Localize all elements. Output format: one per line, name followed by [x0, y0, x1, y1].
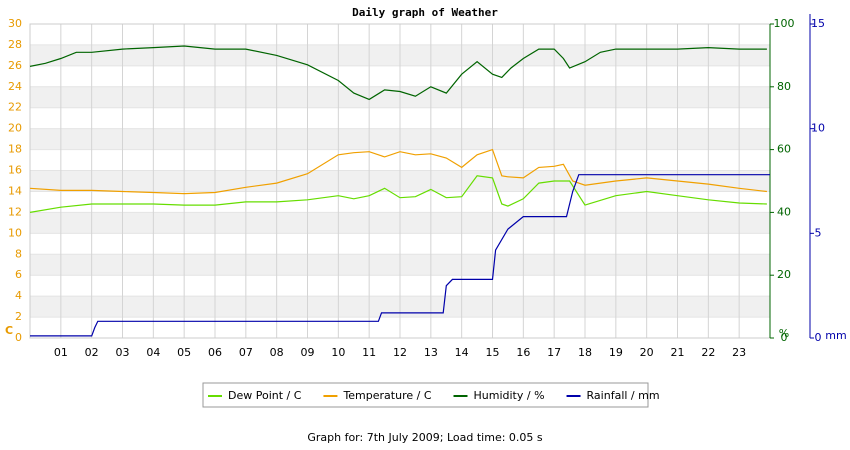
- x-tick-label: 10: [331, 346, 345, 359]
- x-tick-label: 05: [177, 346, 191, 359]
- y-tick-label: 16: [8, 164, 22, 177]
- x-tick-label: 21: [671, 346, 685, 359]
- x-tick-label: 03: [116, 346, 130, 359]
- y3-tick-label: 10: [811, 122, 825, 135]
- x-tick-label: 09: [301, 346, 315, 359]
- series-line: [30, 174, 770, 337]
- x-tick-label: 18: [578, 346, 592, 359]
- y2-tick-label: 60: [777, 143, 791, 156]
- legend-label: Temperature / C: [342, 389, 431, 402]
- y2-tick-label: 80: [777, 80, 791, 93]
- x-tick-label: 11: [362, 346, 376, 359]
- y-tick-label: 20: [8, 122, 22, 135]
- y-tick-label: 10: [8, 226, 22, 239]
- y-tick-label: 2: [15, 310, 22, 323]
- y-axis-unit: C: [5, 324, 13, 337]
- x-tick-label: 17: [547, 346, 561, 359]
- y2-tick-label: 100: [774, 17, 795, 30]
- chart-title: Daily graph of Weather: [352, 6, 498, 19]
- legend-label: Dew Point / C: [228, 389, 302, 402]
- x-tick-label: 15: [486, 346, 500, 359]
- y-tick-label: 30: [8, 17, 22, 30]
- y-tick-label: 4: [15, 289, 22, 302]
- y-tick-label: 6: [15, 268, 22, 281]
- x-tick-label: 07: [239, 346, 253, 359]
- series-line: [29, 148, 767, 195]
- y-tick-label: 0: [15, 331, 22, 344]
- footer: Graph for: 7th July 2009; Load time: 0.0…: [307, 431, 543, 444]
- x-tick-label: 22: [701, 346, 715, 359]
- y3-tick-label: 15: [811, 17, 825, 30]
- y2-tick-label: 40: [777, 205, 791, 218]
- x-tick-label: 01: [54, 346, 68, 359]
- y3-tick-label: 0: [815, 331, 822, 344]
- y-tick-label: 22: [8, 101, 22, 114]
- x-tick-label: 08: [270, 346, 284, 359]
- y2-tick-label: 0: [781, 331, 788, 344]
- y-tick-label: 24: [8, 80, 22, 93]
- y-tick-label: 12: [8, 205, 22, 218]
- y-tick-label: 14: [8, 184, 22, 197]
- x-tick-label: 23: [732, 346, 746, 359]
- y-tick-label: 18: [8, 143, 22, 156]
- x-tick-label: 04: [146, 346, 160, 359]
- y3-axis-unit: mm: [825, 329, 846, 342]
- x-tick-label: 14: [455, 346, 469, 359]
- y2-tick-label: 20: [777, 268, 791, 281]
- y-tick-label: 26: [8, 59, 22, 72]
- series-line: [29, 45, 767, 101]
- x-tick-label: 13: [424, 346, 438, 359]
- legend-label: Humidity / %: [474, 389, 545, 402]
- x-tick-label: 06: [208, 346, 222, 359]
- y2-axis-unit: %: [779, 327, 789, 340]
- y-tick-label: 28: [8, 38, 22, 51]
- y-tick-label: 8: [15, 247, 22, 260]
- legend-label: Rainfall / mm: [587, 389, 660, 402]
- y3-tick-label: 5: [815, 226, 822, 239]
- x-tick-label: 16: [516, 346, 530, 359]
- x-tick-label: 20: [640, 346, 654, 359]
- series-line: [29, 175, 767, 213]
- x-tick-label: 19: [609, 346, 623, 359]
- x-tick-label: 02: [85, 346, 99, 359]
- x-tick-label: 12: [393, 346, 407, 359]
